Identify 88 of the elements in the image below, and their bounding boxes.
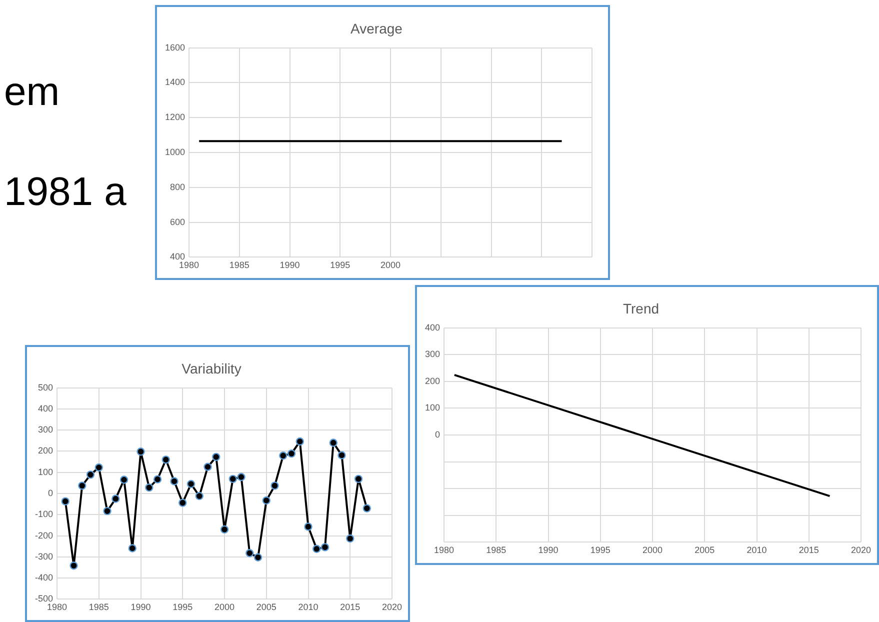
y-tick-label: 1400 (164, 77, 186, 88)
point (270, 482, 279, 490)
point (128, 544, 136, 552)
y-tick-label: 400 (38, 403, 54, 414)
point (70, 561, 78, 570)
y-tick-label: -200 (35, 530, 54, 540)
x-tick-label: 2000 (642, 545, 663, 556)
y-tick-label: 1200 (164, 112, 186, 122)
y-tick-label: -300 (35, 551, 54, 562)
point (112, 494, 120, 503)
x-tick-label: 1985 (229, 260, 250, 270)
x-tick-label: 2005 (694, 545, 715, 556)
chart-title: Variability (182, 360, 242, 376)
y-tick-label: 0 (48, 488, 54, 498)
x-tick-label: 2020 (382, 602, 402, 612)
point (186, 480, 196, 488)
x-tick-label: 1990 (280, 260, 300, 270)
x-tick-label: 2010 (298, 602, 318, 612)
point (136, 448, 145, 456)
x-tick-label: 1990 (538, 545, 558, 556)
point (329, 438, 338, 447)
point (178, 498, 187, 507)
point (145, 483, 154, 492)
point (78, 482, 86, 490)
x-tick-label: 1980 (434, 545, 454, 556)
y-tick-label: 200 (424, 376, 440, 386)
y-tick-label: 400 (424, 322, 440, 332)
point (354, 474, 363, 484)
point (170, 477, 178, 486)
point (279, 452, 288, 460)
x-tick-label: 2005 (256, 602, 276, 612)
x-tick-label: 2010 (746, 545, 767, 556)
point (287, 449, 296, 458)
point (86, 470, 95, 479)
x-tick-label: 2000 (214, 602, 235, 612)
point (120, 476, 128, 484)
y-tick-label: 600 (170, 216, 186, 227)
y-tick-label: 200 (38, 446, 54, 456)
point (346, 534, 354, 543)
point (162, 456, 170, 464)
point (262, 496, 270, 505)
y-tick-label: 1000 (164, 146, 186, 157)
point (204, 462, 212, 471)
y-tick-label: 0 (435, 429, 440, 440)
point (320, 543, 330, 552)
point (237, 472, 246, 482)
x-tick-label: 1985 (486, 545, 506, 556)
y-tick-label: 300 (424, 349, 440, 360)
chart-title: Trend (622, 300, 660, 316)
point (61, 497, 70, 506)
point (296, 437, 304, 446)
x-tick-label: 1995 (172, 602, 193, 612)
point (246, 549, 254, 558)
point (312, 544, 321, 553)
point (94, 463, 103, 472)
y-tick-label: 100 (424, 402, 440, 413)
x-tick-label: 1995 (330, 260, 350, 270)
x-tick-label: 2020 (850, 545, 872, 556)
y-tick-label: -500 (35, 594, 54, 604)
x-tick-label: 1980 (47, 602, 68, 612)
point (212, 452, 220, 462)
x-tick-label: 2000 (380, 260, 401, 270)
point (153, 475, 162, 484)
x-tick-label: 2015 (340, 602, 360, 612)
y-tick-label: 100 (38, 466, 54, 477)
point (362, 504, 371, 512)
point (304, 522, 312, 531)
point (103, 506, 112, 516)
point (254, 553, 262, 562)
y-tick-label: 400 (170, 252, 186, 262)
x-tick-label: 1985 (88, 602, 109, 612)
x-tick-label: 1980 (179, 260, 200, 270)
chart-title: Average (350, 20, 403, 36)
y-tick-label: -100 (35, 509, 54, 520)
point (195, 492, 204, 500)
text: 1981 a (4, 170, 126, 215)
y-tick-label: 500 (38, 382, 54, 392)
point (220, 525, 229, 534)
y-tick-label: 300 (38, 424, 54, 435)
y-tick-label: 1600 (164, 42, 186, 52)
point (228, 474, 237, 484)
text: em (4, 70, 60, 115)
x-tick-label: 2015 (798, 545, 819, 556)
y-tick-label: -400 (35, 572, 54, 583)
y-tick-label: 800 (170, 182, 186, 192)
point (338, 451, 346, 460)
x-tick-label: 1995 (590, 545, 610, 556)
x-tick-label: 1990 (130, 602, 151, 612)
